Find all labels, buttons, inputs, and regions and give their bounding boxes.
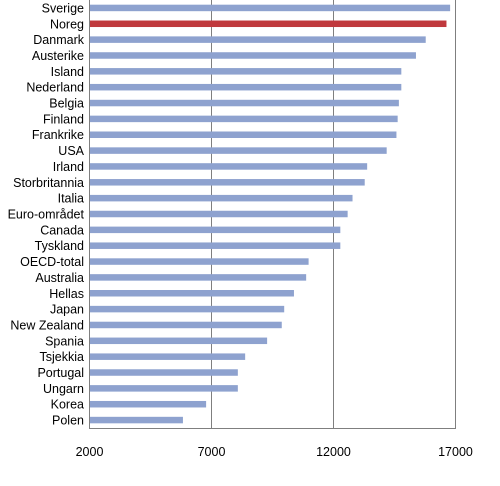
category-label: Belgia (49, 97, 84, 111)
category-label: OECD-total (20, 255, 84, 269)
category-label: Frankrike (32, 128, 84, 142)
x-tick-label: 7000 (198, 445, 226, 459)
x-tick-label: 17000 (438, 445, 473, 459)
bar-japan (89, 305, 285, 313)
category-label: Tsjekkia (40, 350, 85, 364)
category-label: Ungarn (43, 382, 84, 396)
bar-frankrike (89, 131, 397, 138)
bar-canada (89, 226, 341, 234)
category-label: Japan (50, 303, 84, 317)
bar-hellas (89, 290, 294, 297)
bar-austerike (89, 52, 416, 59)
bar-noreg (89, 20, 447, 28)
category-label: Austerike (32, 49, 84, 63)
category-label: Polen (52, 414, 84, 428)
bar-ungarn (89, 385, 238, 392)
bar-oecd-total (89, 258, 309, 265)
category-label: Korea (51, 398, 84, 412)
bar-tsjekkia (89, 353, 246, 360)
bar-tyskland (89, 242, 341, 249)
category-label: Canada (40, 223, 84, 237)
category-label: USA (58, 144, 84, 158)
category-label: Hellas (49, 287, 84, 301)
bar-usa (89, 147, 387, 154)
bar-euro-omr-det (89, 210, 348, 218)
bar-belgia (89, 99, 399, 107)
bar-danmark (89, 36, 426, 43)
bar-spania (89, 337, 268, 345)
category-label: Italia (58, 192, 84, 206)
x-tick-label: 12000 (316, 445, 351, 459)
category-label: Nederland (26, 81, 84, 95)
category-label: Noreg (50, 17, 84, 31)
category-label: Island (51, 65, 84, 79)
bar-new-zealand (89, 321, 282, 329)
bar-portugal (89, 369, 238, 376)
bar-island (89, 68, 402, 75)
x-tick-label: 2000 (76, 445, 104, 459)
category-label: Spania (45, 334, 84, 348)
bar-polen (89, 416, 183, 424)
category-labels: Sverige Noreg Danmark Austerike Island Nederl… (8, 1, 85, 427)
category-label: Sverige (42, 1, 84, 15)
bar-sverige (89, 4, 451, 12)
bar-storbritannia (89, 179, 365, 186)
bar-italia (89, 194, 353, 202)
bar-irland (89, 163, 368, 170)
category-label: Irland (53, 160, 84, 174)
x-tick-labels: 2000 7000 12000 17000 (76, 445, 473, 459)
category-label: Tyskland (35, 239, 84, 253)
bar-australia (89, 274, 307, 281)
category-label: New Zealand (10, 318, 84, 332)
category-label: Storbritannia (13, 176, 84, 190)
category-label: Finland (43, 112, 84, 126)
bar-nederland (89, 83, 402, 91)
bar-korea (89, 400, 207, 408)
bars (89, 4, 451, 424)
category-label: Euro-området (8, 208, 85, 222)
category-label: Portugal (37, 366, 84, 380)
bar-finland (89, 115, 398, 123)
category-label: Danmark (33, 33, 84, 47)
category-label: Australia (35, 271, 84, 285)
